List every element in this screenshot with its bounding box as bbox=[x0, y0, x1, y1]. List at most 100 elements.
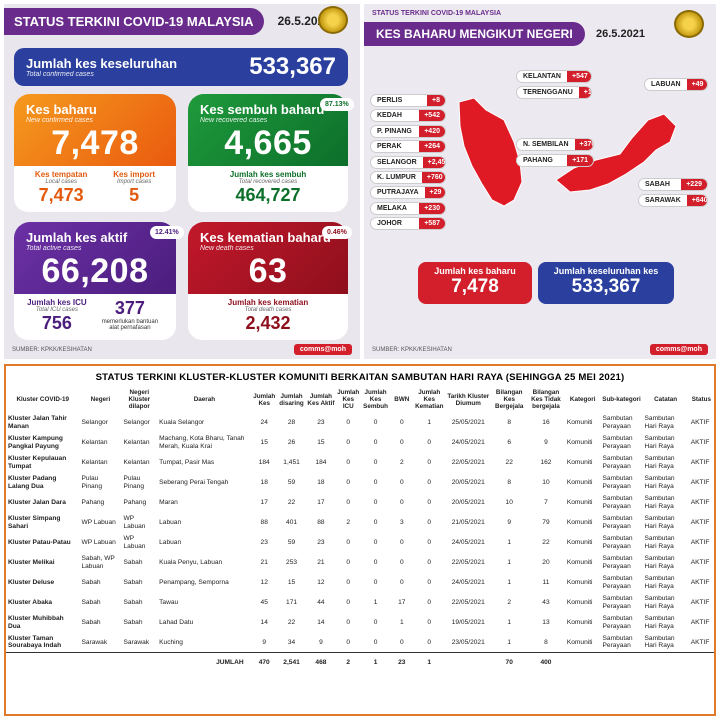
table-cell: 28 bbox=[287, 418, 296, 426]
table-cell: 15 bbox=[317, 438, 325, 446]
table-cell: Sabah, WP Labuan bbox=[81, 555, 115, 570]
table-cell: AKTIF bbox=[690, 458, 710, 466]
table-cell: 9 bbox=[544, 438, 548, 446]
active-card: Jumlah kes aktif Total active cases 66,2… bbox=[14, 222, 176, 294]
cluster-table-title: STATUS TERKINI KLUSTER-KLUSTER KOMUNITI … bbox=[95, 372, 625, 383]
table-cell: 0 bbox=[346, 418, 351, 426]
table-cell: AKTIF bbox=[690, 418, 710, 426]
table-cell: 0 bbox=[427, 458, 432, 466]
table-cell: 22 bbox=[542, 538, 550, 546]
death-pct-badge: 0.46% bbox=[322, 226, 352, 239]
table-row: Kluster Jalan Tahir Manan Selangor Selango… bbox=[6, 413, 714, 433]
total-cell bbox=[445, 653, 491, 673]
table-cell: Sambutan Perayaan bbox=[602, 495, 633, 510]
table-cell: AKTIF bbox=[690, 558, 710, 566]
import-cases-label: Kes import bbox=[113, 170, 156, 179]
state-name: N. SEMBILAN bbox=[523, 141, 569, 148]
table-cell: 0 bbox=[399, 478, 404, 486]
state-new-cases: +49 bbox=[686, 79, 707, 90]
table-cell: Selangor bbox=[123, 418, 150, 426]
table-cell: 43 bbox=[542, 598, 550, 606]
table-row: Kluster Muhibbah Dua Sabah Sabah Lahad Datu… bbox=[6, 613, 714, 633]
column-header: Daerah bbox=[193, 396, 216, 404]
local-cases-label: Kes tempatan bbox=[34, 170, 88, 179]
recovered-label: Kes sembuh baharu bbox=[200, 102, 325, 117]
state-new-cases: +547 bbox=[566, 71, 591, 82]
table-row: Kluster Simpang Sahari WP Labuan WP Labuan… bbox=[6, 513, 714, 533]
table-cell: Sabah bbox=[81, 578, 101, 586]
state-name: K. LUMPUR bbox=[377, 174, 416, 181]
table-cell: Kluster Taman Sourabaya Indah bbox=[8, 634, 62, 650]
table-cell: Sambutan Hari Raya bbox=[644, 535, 675, 550]
table-cell: Sambutan Perayaan bbox=[602, 415, 633, 430]
state-name: PERLIS bbox=[377, 97, 403, 104]
right-moh-logo: comms@moh bbox=[649, 344, 708, 355]
total-cases-label: Jumlah kes keseluruhan bbox=[26, 56, 178, 71]
table-cell: 59 bbox=[287, 538, 296, 546]
table-cell: Labuan bbox=[159, 518, 182, 526]
column-header: Sub-kategori bbox=[602, 396, 641, 404]
table-cell: 0 bbox=[427, 478, 432, 486]
total-cases-card: Jumlah kes keseluruhan Total confirmed c… bbox=[14, 48, 348, 86]
table-cell: Kluster Kepulauan Tumpat bbox=[8, 455, 67, 470]
state-label: MELAKA +230 bbox=[370, 201, 446, 215]
table-cell: Machang, Kota Bharu, Tanah Merah, Kuala … bbox=[159, 435, 245, 450]
table-cell: 23/05/2021 bbox=[451, 638, 485, 646]
total-cell: 468 bbox=[315, 659, 327, 667]
column-header: Kategori bbox=[569, 396, 596, 404]
table-cell: 25/05/2021 bbox=[451, 418, 485, 426]
column-header: Jumlah Kes Sembuh bbox=[363, 389, 388, 411]
table-cell: 16 bbox=[542, 418, 550, 426]
table-cell: Penampang, Semporna bbox=[159, 578, 229, 586]
table-cell: AKTIF bbox=[690, 538, 710, 546]
table-cell: 12 bbox=[260, 578, 268, 586]
state-new-cases: +2,455 bbox=[422, 156, 445, 168]
table-cell: 0 bbox=[346, 538, 351, 546]
malaysia-crest-icon bbox=[318, 6, 348, 34]
total-cell: 400 bbox=[540, 659, 552, 667]
table-cell: 7 bbox=[544, 498, 548, 506]
table-cell: Sambutan Hari Raya bbox=[644, 575, 675, 590]
new-cases-value: 7,478 bbox=[51, 124, 139, 162]
table-cell: Sambutan Hari Raya bbox=[644, 515, 675, 530]
state-name: PAHANG bbox=[523, 157, 553, 164]
table-cell: AKTIF bbox=[690, 578, 710, 586]
state-name: PERAK bbox=[377, 143, 402, 151]
table-cell: 0 bbox=[399, 538, 404, 546]
state-name: SABAH bbox=[645, 181, 670, 188]
table-row: Kluster Kepulauan Tumpat Kelantan Kelantan… bbox=[6, 453, 714, 473]
table-cell: 1 bbox=[507, 538, 512, 546]
table-cell: 0 bbox=[346, 438, 351, 446]
table-cell: Sambutan Perayaan bbox=[602, 435, 633, 450]
table-cell: 17 bbox=[260, 498, 268, 506]
state-label: PUTRAJAYA +29 bbox=[370, 186, 446, 200]
new-cases-sub: New confirmed cases bbox=[26, 117, 93, 124]
icu-box: Jumlah kes ICU Total ICU cases 756 377 m… bbox=[14, 294, 176, 340]
table-cell: AKTIF bbox=[690, 638, 710, 646]
table-cell: Sabah bbox=[81, 598, 101, 606]
table-cell: WP Labuan bbox=[81, 518, 116, 526]
table-cell: 0 bbox=[399, 498, 404, 506]
table-cell: 0 bbox=[427, 518, 432, 526]
column-header: Negeri Kluster dilapor bbox=[128, 389, 151, 411]
national-status-panel: STATUS TERKINI COVID-19 MALAYSIA 26.5.20… bbox=[4, 4, 360, 359]
table-cell: 1 bbox=[507, 578, 512, 586]
total-label: JUMLAH bbox=[216, 659, 244, 667]
table-cell: Sambutan Hari Raya bbox=[644, 455, 675, 470]
state-name: SARAWAK bbox=[645, 197, 681, 204]
table-cell: WP Labuan bbox=[123, 515, 146, 530]
table-cell: Sambutan Hari Raya bbox=[644, 495, 675, 510]
table-cell: Sabah bbox=[123, 598, 143, 606]
table-cell: Kuching bbox=[159, 638, 183, 646]
table-cell: 0 bbox=[399, 638, 404, 646]
table-row: Kluster Deluse Sabah Sabah Penampang, Sempo… bbox=[6, 573, 714, 593]
table-cell: Komuniti bbox=[566, 558, 593, 566]
table-cell: Pahang bbox=[123, 498, 147, 506]
table-cell: 0 bbox=[427, 558, 432, 566]
table-cell: 8 bbox=[507, 478, 512, 486]
table-cell: 2 bbox=[346, 518, 351, 526]
table-cell: Sambutan Hari Raya bbox=[644, 475, 675, 490]
table-cell: Sambutan Perayaan bbox=[602, 535, 633, 550]
death-total-box: Jumlah kes kematian Total death cases 2,… bbox=[188, 294, 348, 340]
table-cell: 0 bbox=[399, 558, 404, 566]
